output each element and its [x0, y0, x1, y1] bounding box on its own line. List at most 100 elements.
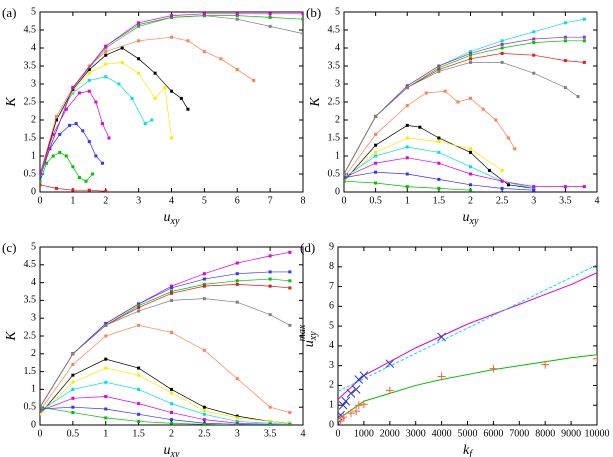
data-point [202, 297, 206, 301]
y-tick-label: 4.5 [328, 24, 341, 35]
x-tick-label: 9000 [561, 428, 581, 439]
data-point [352, 407, 361, 416]
data-point [469, 183, 472, 187]
data-point [137, 24, 141, 28]
data-point [532, 37, 536, 41]
data-point [268, 254, 272, 258]
data-point [469, 60, 472, 64]
data-point [202, 50, 206, 54]
x-tick-label: 6000 [483, 428, 503, 439]
data-point [354, 401, 363, 410]
plot-frame [39, 246, 304, 426]
y-tick-label: 0 [31, 186, 36, 197]
data-point [500, 186, 504, 190]
data-point [64, 107, 68, 111]
data-point [288, 411, 292, 415]
x-tick-label: 0 [38, 195, 43, 206]
y-tick-label: 2 [31, 114, 36, 125]
data-point [170, 421, 173, 425]
x-axis-label-sub: f [469, 449, 473, 457]
data-point [87, 64, 91, 68]
data-point [268, 405, 272, 409]
data-point [374, 143, 378, 147]
data-point [374, 154, 378, 158]
data-point [170, 35, 173, 39]
data-point [341, 396, 351, 406]
data-point [137, 21, 141, 25]
data-point [71, 373, 75, 377]
plot-frame [337, 246, 598, 426]
data-point [179, 96, 183, 100]
data-point [91, 172, 95, 176]
series-line [40, 15, 303, 175]
data-point [235, 282, 239, 286]
data-point [252, 78, 256, 82]
data-point [344, 176, 346, 180]
data-point [469, 188, 472, 192]
y-tick-label: 0.5 [24, 401, 37, 412]
x-tick-label: 7000 [509, 428, 529, 439]
data-point [339, 413, 348, 422]
x-tick-label: 1.5 [132, 428, 145, 439]
data-point [71, 396, 75, 400]
series-line [40, 62, 172, 175]
data-point [541, 360, 550, 369]
y-tick-label: 1.5 [328, 132, 341, 143]
data-point [532, 185, 536, 189]
y-axis-label: uxymax [297, 324, 319, 347]
data-point [137, 419, 141, 423]
data-point [500, 39, 504, 43]
data-point [344, 172, 346, 176]
y-tick-label: 7 [329, 281, 334, 292]
y-tick-label: 0 [31, 419, 36, 430]
panel-label: (a) [2, 5, 16, 20]
data-point [437, 136, 441, 140]
data-point [104, 75, 108, 79]
y-tick-label: 9 [329, 241, 334, 252]
data-point [202, 12, 206, 16]
y-tick-label: 0 [335, 186, 340, 197]
data-point [563, 59, 567, 63]
data-point [268, 423, 272, 425]
series-line [338, 272, 597, 400]
data-point [469, 147, 472, 151]
data-point [506, 136, 510, 140]
data-point [235, 261, 239, 265]
data-point [186, 39, 190, 43]
x-axis-label-main: k [463, 443, 470, 457]
x-tick-label: 1000 [354, 428, 374, 439]
y-tick-label: 2 [329, 380, 334, 391]
x-axis-label-sub: xy [170, 449, 180, 457]
data-point [288, 279, 292, 283]
data-point [120, 46, 124, 50]
x-tick-label: 4000 [432, 428, 452, 439]
data-point [143, 122, 147, 126]
x-axis-label: uxy [164, 443, 180, 457]
data-point [374, 170, 378, 174]
data-point [469, 51, 472, 55]
data-point [74, 122, 78, 126]
y-tick-label: 0 [329, 419, 334, 430]
y-axis-label-main: K [308, 97, 323, 108]
data-point [359, 400, 368, 409]
data-point [385, 386, 394, 395]
data-point [71, 411, 75, 415]
x-tick-label: 5 [202, 195, 207, 206]
data-point [40, 405, 42, 409]
y-tick-label: 1.5 [24, 366, 37, 377]
data-point [170, 387, 173, 391]
series-line [344, 62, 579, 175]
data-point [437, 177, 441, 181]
y-tick-label: 6 [329, 301, 334, 312]
data-point [268, 419, 272, 423]
y-axis-label: K [308, 97, 323, 108]
y-tick-label: 1 [329, 400, 334, 411]
data-point [40, 176, 42, 180]
data-point [456, 100, 460, 104]
x-tick-label: 1 [70, 195, 75, 206]
series-line [40, 90, 110, 175]
data-point [437, 66, 441, 70]
data-point [170, 136, 173, 140]
data-point [104, 323, 108, 327]
data-point [117, 82, 121, 86]
